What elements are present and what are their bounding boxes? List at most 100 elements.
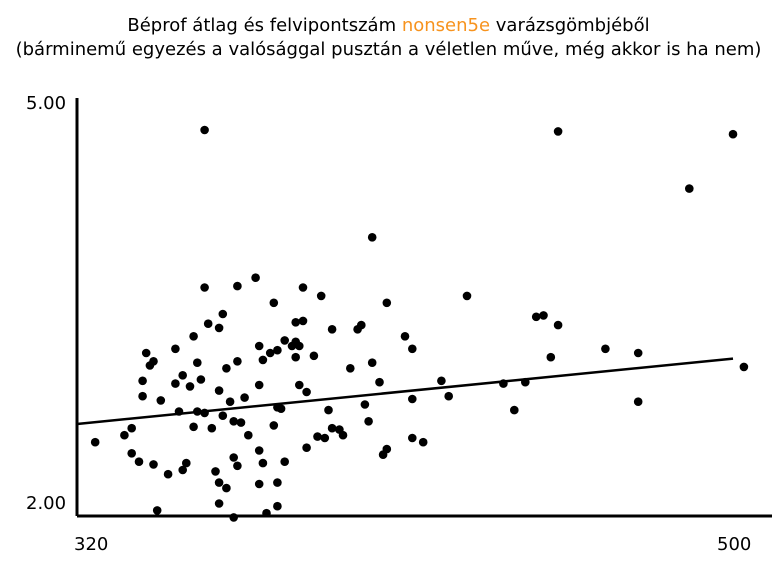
data-point <box>163 469 173 479</box>
data-point <box>265 348 275 358</box>
data-point <box>178 465 187 475</box>
data-point <box>218 309 228 319</box>
data-point <box>553 127 563 136</box>
data-point <box>408 344 417 354</box>
data-point <box>633 397 643 407</box>
data-point <box>214 323 224 333</box>
data-point <box>546 352 556 362</box>
title-line-2: (bárminemű egyezés a valósággal pusztán … <box>15 39 762 60</box>
data-point <box>141 348 151 358</box>
data-point <box>193 358 202 368</box>
data-point <box>222 364 231 373</box>
data-point <box>138 391 147 401</box>
data-point <box>553 320 563 330</box>
data-point <box>254 479 264 489</box>
data-point <box>327 325 337 334</box>
title-line-1-start: Béprof átlag és felvipontszám <box>127 15 402 36</box>
data-point <box>200 125 209 135</box>
data-point <box>214 499 224 508</box>
data-point <box>291 318 301 327</box>
data-point <box>360 400 370 409</box>
data-point <box>291 352 301 362</box>
data-point <box>302 443 311 453</box>
data-point <box>298 283 308 292</box>
data-point <box>211 467 220 476</box>
data-point <box>280 336 290 345</box>
data-point <box>138 376 147 386</box>
data-point <box>182 458 191 468</box>
data-point <box>367 358 377 368</box>
data-point <box>254 380 264 390</box>
x-tick-label-max: 500 <box>717 534 752 555</box>
data-point <box>302 387 311 397</box>
data-point <box>273 478 282 487</box>
data-point <box>152 506 162 515</box>
data-point <box>728 129 738 139</box>
data-point <box>408 394 417 404</box>
data-point <box>400 332 410 341</box>
data-point <box>313 432 322 441</box>
data-point <box>539 311 548 320</box>
data-point <box>324 405 333 415</box>
data-point <box>196 375 206 384</box>
data-point <box>127 423 136 433</box>
data-point <box>149 460 158 469</box>
title-accent-word: nonsen5e <box>401 15 491 36</box>
data-point <box>633 348 643 358</box>
data-point <box>309 351 319 361</box>
y-tick-label-min: 2.00 <box>26 493 67 514</box>
data-point <box>273 501 282 511</box>
data-point <box>258 458 268 468</box>
data-point <box>233 357 242 366</box>
data-point <box>601 344 610 354</box>
data-point <box>240 393 249 402</box>
data-point <box>149 357 158 366</box>
data-point <box>462 291 472 301</box>
data-point <box>444 391 454 401</box>
data-point <box>357 320 366 330</box>
data-point <box>233 281 242 291</box>
data-point <box>298 316 308 326</box>
data-point <box>229 417 238 426</box>
data-point <box>207 423 217 433</box>
data-point <box>236 418 246 427</box>
data-point <box>254 341 264 351</box>
data-point <box>367 233 377 242</box>
title-line-1: Béprof átlag és felvipontszám nonsen5e v… <box>0 14 777 38</box>
data-point <box>382 444 392 454</box>
data-point <box>189 422 198 432</box>
data-point <box>531 312 541 322</box>
data-point <box>218 411 228 421</box>
data-point <box>437 376 446 386</box>
data-point <box>258 355 268 365</box>
chart-title: Béprof átlag és felvipontszám nonsen5e v… <box>0 14 777 62</box>
data-point <box>251 273 260 283</box>
data-point <box>375 377 384 387</box>
data-point <box>364 417 373 426</box>
data-point <box>262 508 271 518</box>
data-points <box>90 125 749 522</box>
data-point <box>382 298 392 308</box>
data-point <box>233 461 242 471</box>
data-point <box>295 380 304 390</box>
data-point <box>269 298 279 308</box>
data-point <box>327 423 337 433</box>
data-point <box>90 437 100 447</box>
data-point <box>273 345 282 355</box>
title-line-1-end: varázsgömbjéből <box>490 15 650 36</box>
data-point <box>739 362 749 372</box>
data-point <box>320 433 330 443</box>
data-point <box>254 446 264 455</box>
data-point <box>214 386 224 395</box>
data-point <box>685 184 694 193</box>
data-point <box>229 453 238 462</box>
data-point <box>346 364 355 373</box>
data-point <box>338 430 348 440</box>
data-point <box>189 332 198 341</box>
data-point <box>200 283 209 292</box>
data-point <box>156 396 166 405</box>
data-point <box>280 457 290 467</box>
data-point <box>203 319 213 329</box>
data-point <box>214 478 224 487</box>
